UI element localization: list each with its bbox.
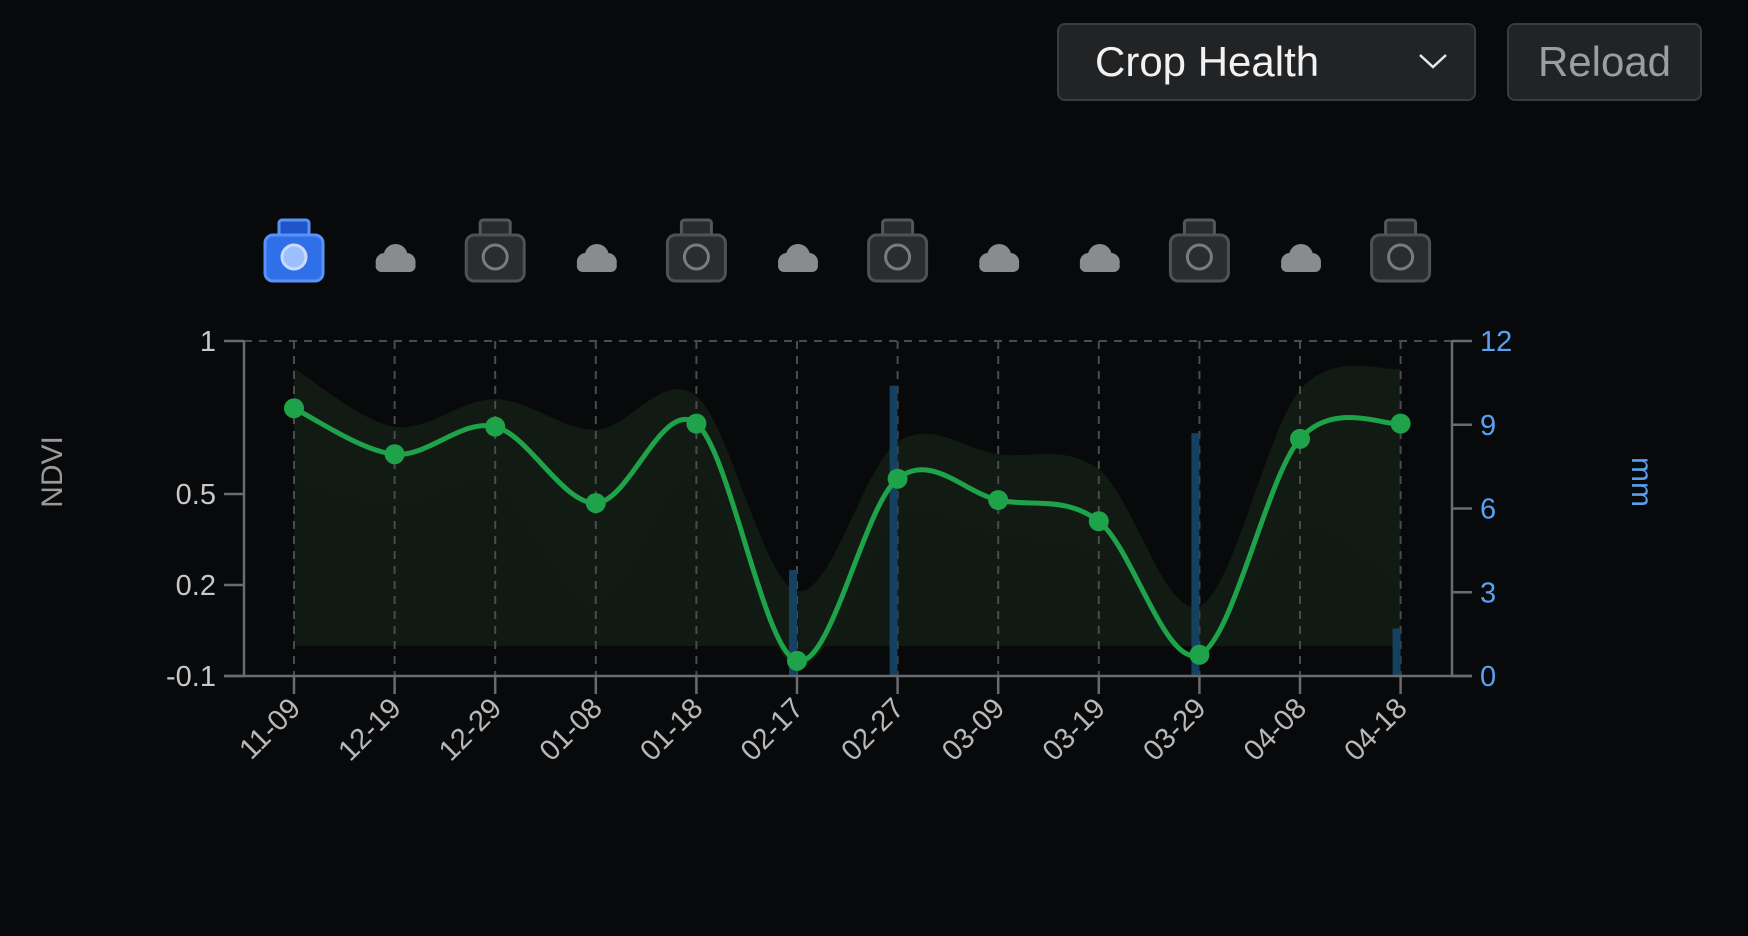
y-tick-label: 0.5 bbox=[176, 479, 216, 511]
x-tick-label: 02-17 bbox=[735, 692, 810, 767]
y-tick-label: -0.1 bbox=[166, 661, 216, 693]
ndvi-point-03-29 bbox=[1189, 644, 1210, 665]
ndvi-point-04-18 bbox=[1390, 413, 1411, 434]
rain-bar-03-29 bbox=[1191, 433, 1200, 676]
x-tick-label: 04-18 bbox=[1338, 692, 1413, 767]
y2-tick-label: 0 bbox=[1480, 661, 1496, 693]
camera-icon[interactable] bbox=[1370, 218, 1432, 283]
band-outer bbox=[294, 365, 1401, 646]
confidence-bands bbox=[294, 365, 1401, 668]
reload-button[interactable]: Reload bbox=[1507, 23, 1702, 101]
x-tick-label: 12-29 bbox=[433, 692, 508, 767]
camera-icon[interactable] bbox=[1168, 218, 1230, 283]
y2-tick-label: 3 bbox=[1480, 577, 1496, 609]
chevron-down-icon bbox=[1419, 54, 1447, 69]
rain-bar-02-17 bbox=[789, 569, 797, 676]
x-tick-label: 12-19 bbox=[332, 692, 407, 767]
camera-icon-active[interactable] bbox=[263, 218, 325, 283]
x-tick-label: 04-08 bbox=[1238, 692, 1313, 767]
axes bbox=[224, 339, 1472, 694]
ndvi-point-01-18 bbox=[686, 413, 707, 434]
cloud-icon bbox=[1281, 244, 1321, 272]
x-tick-label: 01-08 bbox=[534, 692, 609, 767]
ndvi-point-03-19 bbox=[1088, 511, 1109, 532]
y2-tick-label: 6 bbox=[1480, 494, 1496, 526]
camera-icon[interactable] bbox=[665, 218, 727, 283]
y2-tick-label: 12 bbox=[1480, 326, 1512, 358]
y2-tick-label: 9 bbox=[1480, 410, 1496, 442]
ndvi-point-11-09 bbox=[284, 398, 304, 419]
camera-icon[interactable] bbox=[464, 218, 526, 283]
x-tick-label: 03-09 bbox=[936, 692, 1011, 767]
ndvi-series bbox=[284, 398, 1411, 671]
y-tick-label: 0.2 bbox=[176, 570, 216, 602]
ndvi-point-02-27 bbox=[887, 468, 908, 489]
x-tick-label: 03-29 bbox=[1137, 692, 1212, 767]
y-tick-label: 1 bbox=[200, 326, 216, 358]
rain-bar-02-27 bbox=[889, 385, 898, 676]
ndvi-point-04-08 bbox=[1290, 428, 1310, 449]
x-tick-label: 03-19 bbox=[1037, 692, 1112, 767]
cloud-icon bbox=[979, 244, 1020, 272]
cloud-icon bbox=[576, 244, 617, 272]
ndvi-point-02-17 bbox=[787, 650, 807, 671]
band-inner bbox=[294, 475, 1401, 668]
cloud-icon bbox=[778, 244, 818, 272]
layer-select[interactable]: Crop Health bbox=[1057, 23, 1476, 101]
ndvi-line bbox=[292, 406, 1401, 664]
observation-icons[interactable] bbox=[263, 218, 1432, 283]
camera-icon[interactable] bbox=[867, 218, 929, 283]
y-axis-title: NDVI bbox=[36, 436, 69, 508]
ndvi-point-01-08 bbox=[585, 493, 606, 514]
cloud-icon bbox=[375, 244, 416, 272]
y2-axis-title: mm bbox=[1625, 457, 1658, 507]
cloud-icon bbox=[1079, 244, 1120, 272]
x-tick-label: 01-18 bbox=[634, 692, 709, 767]
ndvi-point-12-19 bbox=[384, 444, 405, 465]
ndvi-point-03-09 bbox=[988, 490, 1009, 511]
ndvi-point-12-29 bbox=[485, 416, 506, 437]
x-tick-label: 02-27 bbox=[835, 692, 910, 767]
x-tick-label: 11-09 bbox=[233, 692, 307, 766]
rainfall-bars bbox=[789, 385, 1401, 676]
rain-bar-04-18 bbox=[1392, 628, 1401, 676]
layer-select-value: Crop Health bbox=[1095, 38, 1320, 85]
